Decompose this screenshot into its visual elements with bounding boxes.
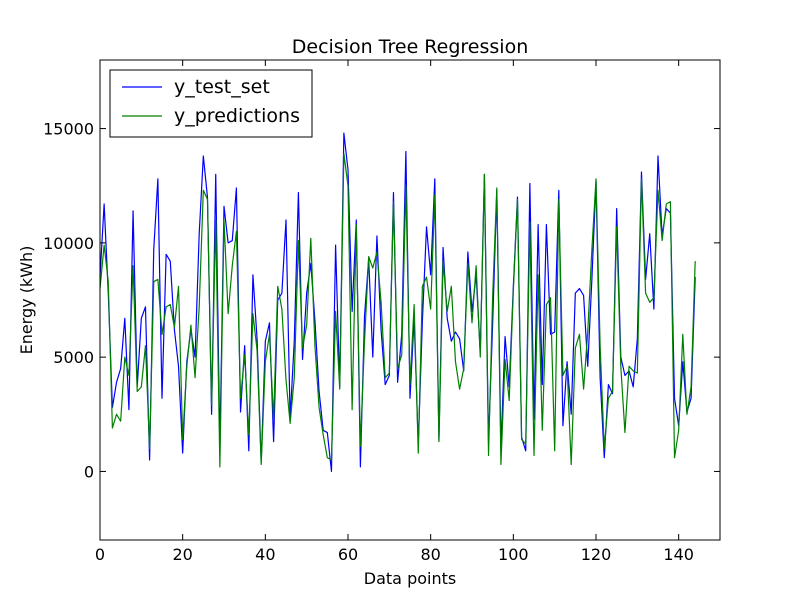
- x-tick-label: 0: [95, 545, 105, 564]
- y-tick-label: 0: [84, 462, 94, 481]
- y-tick-label: 10000: [43, 234, 94, 253]
- legend: y_test_set y_predictions: [109, 69, 313, 138]
- series-line-y-predictions: [99, 153, 696, 468]
- x-tick-label: 100: [498, 545, 529, 564]
- y-tick-label: 5000: [53, 348, 94, 367]
- y-tick-label: 15000: [43, 120, 94, 139]
- x-tick-label: 40: [255, 545, 275, 564]
- chart-title: Decision Tree Regression: [292, 36, 528, 58]
- legend-label-y-test-set: y_test_set: [174, 76, 270, 98]
- x-tick-label: 80: [420, 545, 440, 564]
- x-tick-label: 140: [663, 545, 694, 564]
- y-axis-label: Energy (kWh): [17, 246, 36, 355]
- x-axis-label: Data points: [364, 569, 456, 588]
- x-tick-label: 20: [172, 545, 192, 564]
- plot-lines: [99, 132, 696, 473]
- legend-box: [109, 69, 313, 138]
- x-axis-ticks: 0 20 40 60 80 100 120 140: [95, 60, 694, 564]
- y-axis-ticks: 0 5000 10000 15000: [43, 120, 720, 481]
- x-tick-label: 120: [581, 545, 612, 564]
- x-tick-label: 60: [338, 545, 358, 564]
- plot-frame: [99, 59, 721, 541]
- legend-label-y-predictions: y_predictions: [174, 105, 300, 127]
